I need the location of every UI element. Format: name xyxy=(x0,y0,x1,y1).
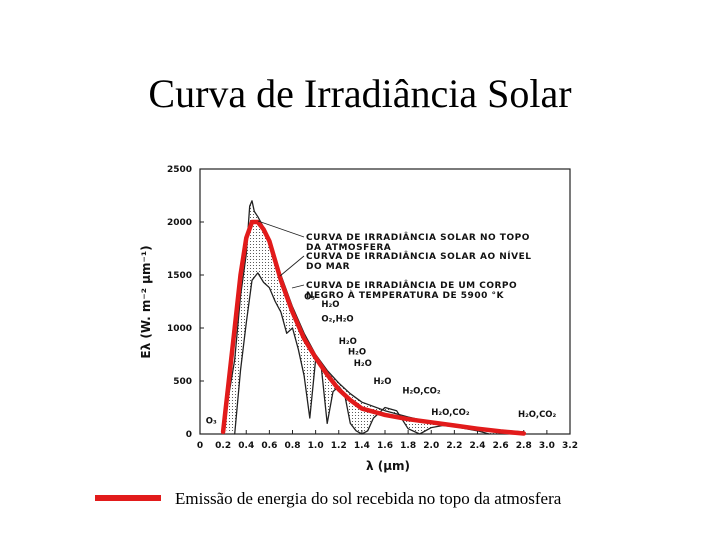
x-tick-label: 0.4 xyxy=(238,441,254,451)
x-tick-label: 1.6 xyxy=(377,441,393,451)
absorption-band-label: O₃ xyxy=(206,416,217,426)
annotation-text: DO MAR xyxy=(306,262,350,272)
absorption-band-label: H₂O xyxy=(348,348,366,358)
plot-area xyxy=(199,168,571,435)
x-tick-label: 2.2 xyxy=(446,441,462,451)
x-tick-label: 3.2 xyxy=(562,441,578,451)
x-tick-label: 2.8 xyxy=(516,441,532,451)
legend-red-line-swatch xyxy=(95,495,161,501)
y-tick-label: 0 xyxy=(186,430,192,440)
x-tick-label: 1.4 xyxy=(354,441,370,451)
y-axis-label: Eλ (W. m⁻² μm⁻¹) xyxy=(139,245,153,358)
y-tick-label: 1500 xyxy=(167,271,192,281)
absorption-band-label: H₂O xyxy=(321,300,339,310)
tick-layer: 0 500 1000 1500 2000 2500 0 0.2 0.4 0.6 0.8 1.0 1.2 1… xyxy=(167,165,578,451)
absorption-band-label: O₂,H₂O xyxy=(321,315,353,325)
slide-title: Curva de Irradiância Solar xyxy=(148,71,572,116)
absorption-band-label: H₂O,CO₂ xyxy=(431,408,470,418)
annotation-text: CURVA DE IRRADIÂNCIA SOLAR NO TOPO xyxy=(306,231,530,243)
top-of-atmosphere-red-curve xyxy=(220,219,527,436)
y-tick-label: 1000 xyxy=(167,324,192,334)
x-tick-label: 2.0 xyxy=(423,441,439,451)
annotation-pointer xyxy=(257,220,305,238)
x-axis-label: λ (μm) xyxy=(366,459,410,473)
annotation-text: DA ATMOSFERA xyxy=(306,243,391,253)
x-tick-label: 1.2 xyxy=(331,441,347,451)
x-tick-label: 0 xyxy=(197,441,203,451)
annotation-text: CURVA DE IRRADIÂNCIA DE UM CORPO xyxy=(306,279,517,291)
annotation-text: CURVA DE IRRADIÂNCIA SOLAR AO NÍVEL xyxy=(306,250,531,262)
x-tick-label: 0.2 xyxy=(215,441,231,451)
annotation-pointer xyxy=(279,255,305,277)
y-tick-label: 2000 xyxy=(167,218,192,228)
sea-level-curve xyxy=(234,272,490,435)
x-tick-label: 3.0 xyxy=(539,441,555,451)
absorption-band-label: H₂O xyxy=(339,337,357,347)
series-layer xyxy=(220,200,527,436)
annotation-text: NEGRO À TEMPERATURA DE 5900 °K xyxy=(306,289,504,301)
x-tick-label: 2.6 xyxy=(493,441,509,451)
absorption-band-label: H₂O xyxy=(354,359,372,369)
y-tick-label: 500 xyxy=(173,377,192,387)
legend-text: Emissão de energia do sol recebida no to… xyxy=(175,489,562,508)
x-tick-label: 2.4 xyxy=(470,441,486,451)
x-tick-label: 0.6 xyxy=(261,441,277,451)
y-tick-label: 2500 xyxy=(167,165,192,175)
x-tick-label: 1.0 xyxy=(308,441,324,451)
absorption-band-label: H₂O xyxy=(373,377,391,387)
absorption-band-label: O₃ xyxy=(304,292,315,302)
absorption-band-label: H₂O,CO₂ xyxy=(402,387,441,397)
x-tick-label: 1.8 xyxy=(400,441,416,451)
legend: Emissão de energia do sol recebida no to… xyxy=(95,488,695,512)
annotation-pointer xyxy=(291,284,305,289)
x-tick-label: 0.8 xyxy=(285,441,301,451)
absorption-band-label: H₂O,CO₂ xyxy=(518,410,557,420)
